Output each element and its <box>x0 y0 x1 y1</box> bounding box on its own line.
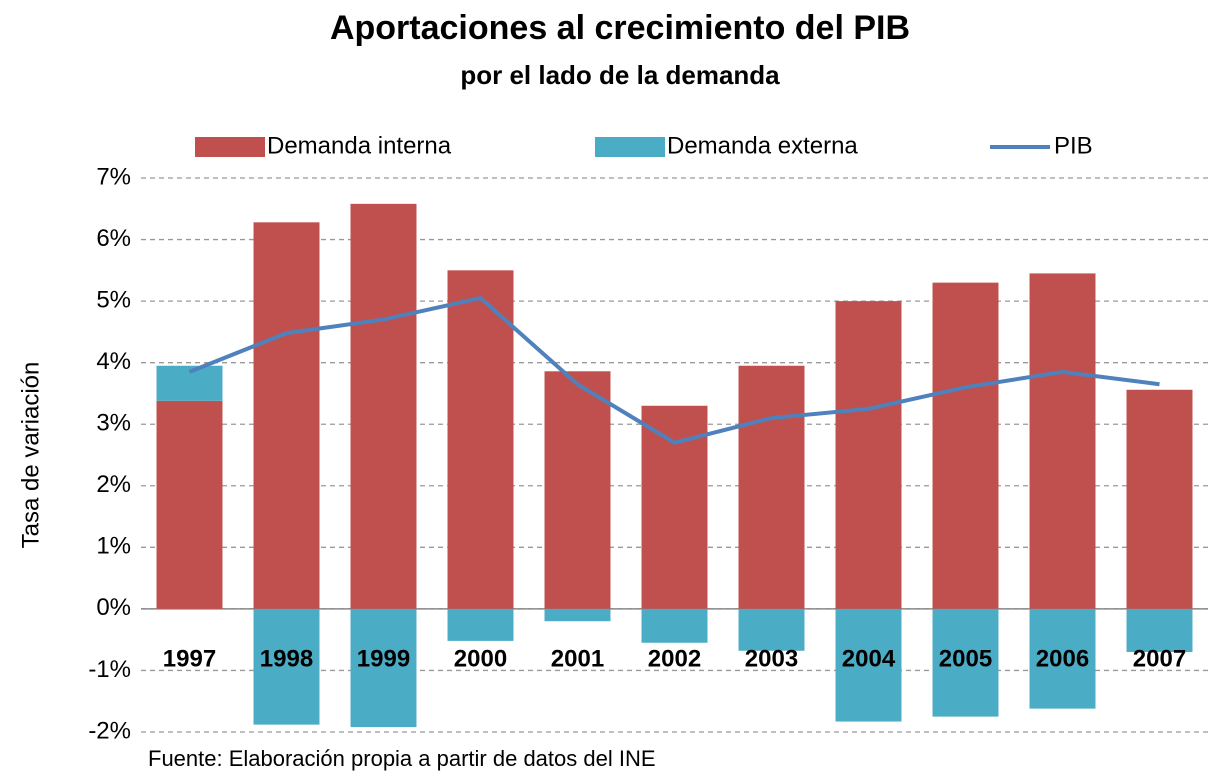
legend-label: Demanda interna <box>267 132 452 159</box>
chart-subtitle: por el lado de la demanda <box>460 60 780 90</box>
bar <box>641 405 708 609</box>
y-tick-label: -1% <box>88 656 131 683</box>
bar <box>350 203 417 609</box>
y-tick-label: 0% <box>96 594 131 621</box>
bar <box>1126 608 1193 652</box>
x-tick-label: 2006 <box>1036 645 1089 672</box>
x-tick-label: 2007 <box>1133 645 1186 672</box>
bar <box>641 608 708 643</box>
y-tick-label: 2% <box>96 471 131 498</box>
bar <box>253 608 320 725</box>
bar <box>932 608 999 717</box>
y-tick-label: -2% <box>88 717 131 744</box>
x-tick-label: 1998 <box>260 645 313 672</box>
y-tick-label: 1% <box>96 533 131 560</box>
bar <box>544 371 611 609</box>
bar <box>835 608 902 722</box>
y-axis-label: Tasa de variación <box>17 362 44 549</box>
legend-swatch <box>195 137 265 157</box>
y-tick-label: 3% <box>96 410 131 437</box>
y-tick-label: 4% <box>96 348 131 375</box>
x-tick-label: 2001 <box>551 645 604 672</box>
x-tick-label: 1999 <box>357 645 410 672</box>
bar <box>156 400 223 609</box>
source: Fuente: Elaboración propia a partir de d… <box>148 746 656 771</box>
x-tick-label: 2002 <box>648 645 701 672</box>
bar <box>738 365 805 609</box>
chart-title: Aportaciones al crecimiento del PIB <box>330 9 910 47</box>
line <box>188 295 1160 445</box>
x-tick-label: 2000 <box>454 645 507 672</box>
y-tick-label: 5% <box>96 286 131 313</box>
bar <box>544 608 611 622</box>
bar <box>835 301 902 609</box>
bar <box>447 270 514 609</box>
y-tick-label: 7% <box>96 163 131 190</box>
legend-label: PIB <box>1054 132 1093 159</box>
x-tick-label: 2005 <box>939 645 992 672</box>
x-tick-label: 1997 <box>163 645 216 672</box>
legend-swatch <box>595 137 665 157</box>
bar <box>1029 273 1096 609</box>
bar <box>1126 389 1193 609</box>
bar <box>350 608 417 728</box>
x-tick-label: 2003 <box>745 645 798 672</box>
legend-label: Demanda externa <box>667 132 858 159</box>
bar <box>738 608 805 651</box>
bar <box>447 608 514 641</box>
bar <box>1029 608 1096 709</box>
bar <box>932 282 999 609</box>
bar <box>253 222 320 609</box>
x-tick-label: 2004 <box>842 645 896 672</box>
y-tick-label: 6% <box>96 225 131 252</box>
